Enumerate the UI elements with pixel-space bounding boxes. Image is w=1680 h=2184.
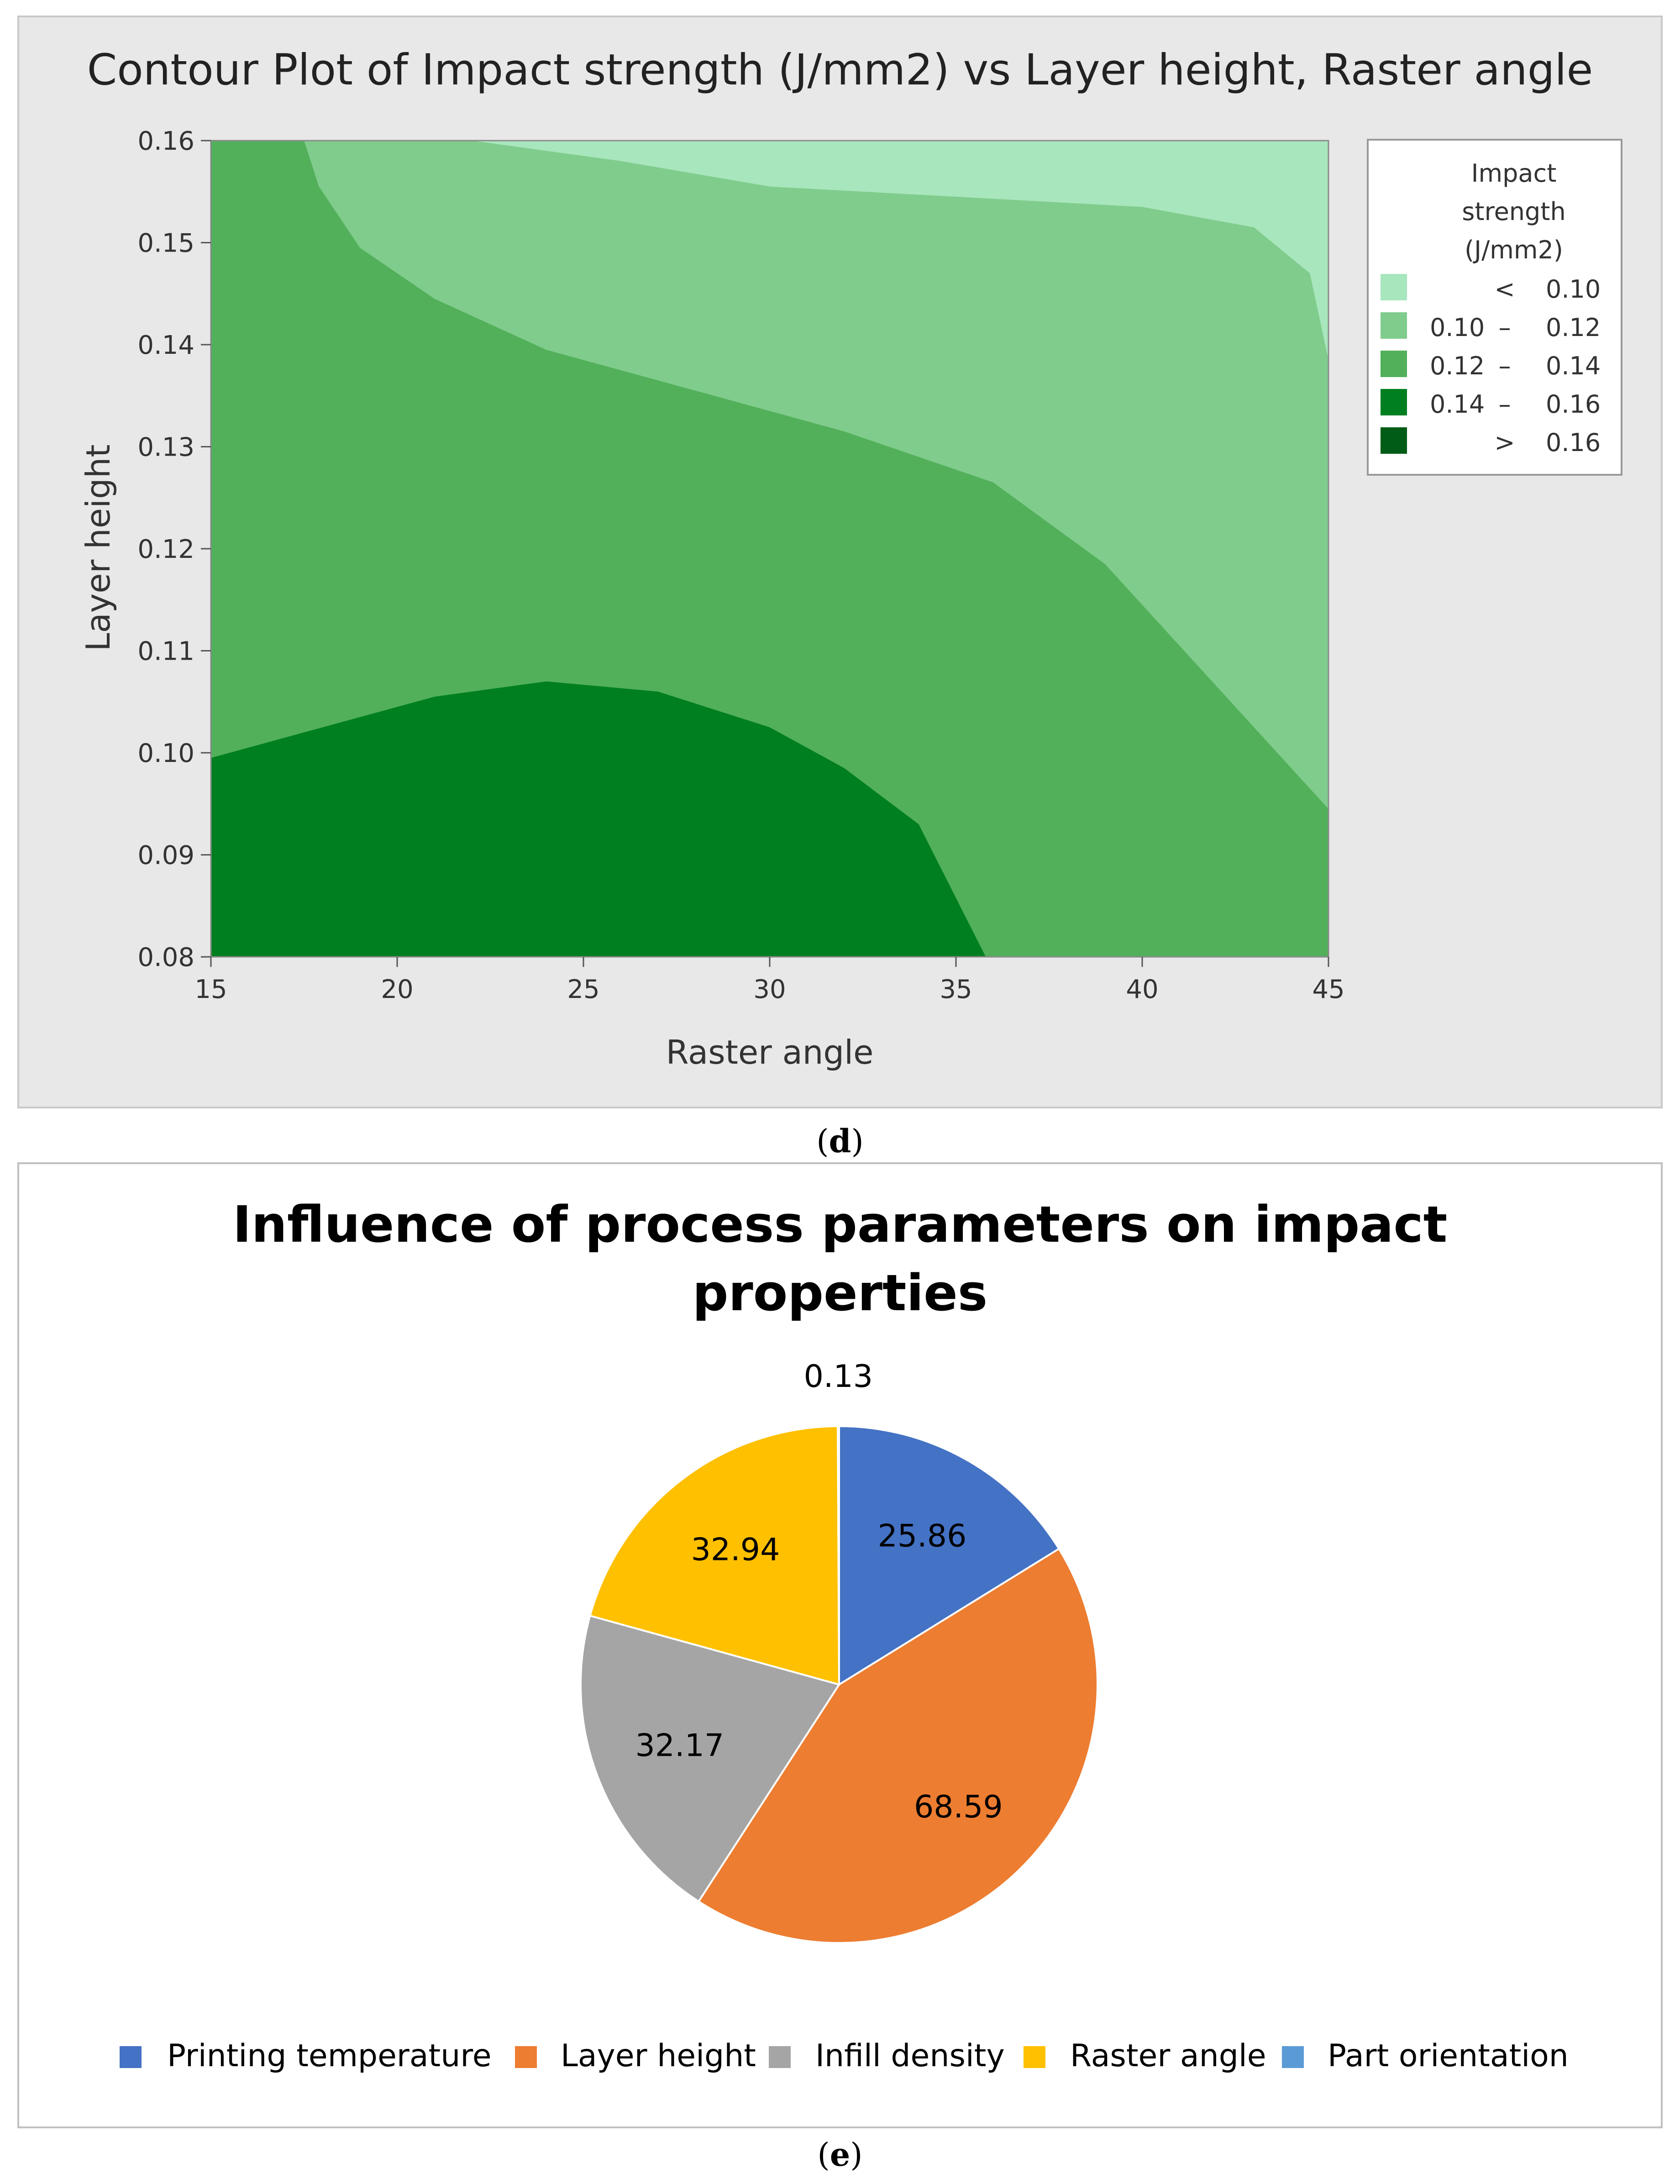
pie-title-line-1: Influence of process parameters on impac… bbox=[233, 1195, 1448, 1254]
pie-figure: Influence of process parameters on impac… bbox=[17, 1162, 1663, 2128]
legend-row-3-left: 0.12 bbox=[1430, 352, 1485, 380]
x-tick-label: 20 bbox=[381, 975, 413, 1004]
caption-d-close: ) bbox=[851, 1123, 864, 1160]
y-tick-label: 0.14 bbox=[137, 331, 194, 360]
caption-d-open: ( bbox=[816, 1123, 829, 1160]
y-tick-label: 0.08 bbox=[137, 943, 194, 972]
contour-x-axis-label: Raster angle bbox=[666, 1033, 874, 1071]
legend-row-2-left: 0.10 bbox=[1430, 313, 1485, 342]
pie-label-raster-angle: 32.94 bbox=[691, 1532, 780, 1568]
legend-label-part-orientation: Part orientation bbox=[1328, 2038, 1569, 2074]
caption-e-open: ( bbox=[817, 2136, 830, 2174]
pie-slice-raster-angle bbox=[588, 1425, 840, 1686]
legend-row-4-sep: – bbox=[1499, 390, 1511, 419]
caption-e-close: ) bbox=[850, 2136, 863, 2174]
contour-legend: Impact strength (J/mm2) < 0.10 0.10 – 0.… bbox=[1367, 139, 1622, 476]
x-tick-label: 45 bbox=[1312, 975, 1344, 1004]
caption-d-letter: d bbox=[829, 1122, 851, 1160]
legend-title-line-3: (J/mm2) bbox=[1465, 236, 1563, 264]
legend-swatch-3 bbox=[1381, 351, 1407, 377]
caption-d-line: (d) bbox=[0, 1123, 1680, 1160]
pie-legend: Printing temperature Layer height Infill… bbox=[120, 2038, 1569, 2074]
legend-swatch-5 bbox=[1381, 427, 1407, 454]
pie-label-printing-temperature: 25.86 bbox=[878, 1518, 967, 1554]
x-tick-label: 15 bbox=[194, 975, 227, 1004]
contour-plot-area bbox=[211, 141, 1328, 957]
contour-title: Contour Plot of Impact strength (J/mm2) … bbox=[87, 45, 1593, 95]
x-tick-label: 40 bbox=[1126, 975, 1158, 1004]
legend-swatch-4 bbox=[1381, 389, 1407, 415]
legend-title-line-2: strength bbox=[1462, 197, 1565, 226]
legend-label-infill-density: Infill density bbox=[815, 2038, 1005, 2074]
y-tick-label: 0.11 bbox=[137, 637, 194, 667]
legend-swatch-infill-density bbox=[769, 2046, 791, 2068]
y-tick-label: 0.16 bbox=[137, 126, 194, 156]
contour-region-0.14-0.16 bbox=[211, 681, 986, 957]
y-tick-label: 0.15 bbox=[137, 229, 194, 258]
pie-labels: 25.86 68.59 32.17 32.94 0.13 bbox=[635, 1359, 1003, 1825]
x-tick-label: 35 bbox=[940, 975, 972, 1004]
contour-y-axis-label: Layer height bbox=[79, 444, 117, 651]
pie-slice-printing-temperature bbox=[838, 1425, 1060, 1686]
contour-axes: 15 20 25 30 35 40 45 0.08 0.09 0.10 0.11 0.12 0.13 0.… bbox=[137, 126, 1344, 1004]
legend-swatch-2 bbox=[1381, 312, 1407, 339]
pie-slice-infill-density bbox=[580, 1614, 841, 1903]
pie-slices bbox=[580, 1425, 1098, 1944]
legend-row-4-left: 0.14 bbox=[1430, 390, 1485, 419]
legend-title-line-1: Impact bbox=[1471, 159, 1557, 188]
pie-slice-layer-height bbox=[697, 1547, 1098, 1944]
legend-swatch-1 bbox=[1381, 274, 1407, 300]
legend-label-printing-temperature: Printing temperature bbox=[167, 2038, 492, 2074]
legend-swatch-part-orientation bbox=[1282, 2046, 1304, 2068]
legend-row-5-right: 0.16 bbox=[1546, 428, 1601, 457]
y-tick-label: 0.12 bbox=[137, 535, 194, 564]
pie-label-infill-density: 32.17 bbox=[635, 1728, 724, 1764]
legend-swatch-printing-temperature bbox=[120, 2046, 142, 2068]
legend-row-2-right: 0.12 bbox=[1546, 313, 1601, 342]
legend-row-4-right: 0.16 bbox=[1546, 390, 1601, 419]
y-tick-label: 0.13 bbox=[137, 433, 194, 462]
legend-swatch-layer-height bbox=[515, 2046, 537, 2068]
contour-legend-box bbox=[1367, 139, 1622, 476]
contour-figure: Contour Plot of Impact strength (J/mm2) … bbox=[17, 16, 1663, 1108]
legend-row-2-sep: – bbox=[1499, 313, 1511, 342]
x-tick-label: 25 bbox=[567, 975, 599, 1004]
pie-title-line-2: properties bbox=[693, 1264, 988, 1322]
caption-e-line: (e) bbox=[0, 2136, 1680, 2174]
legend-swatch-raster-angle bbox=[1024, 2046, 1045, 2068]
legend-row-1-right: 0.10 bbox=[1546, 275, 1601, 304]
pie-label-part-orientation: 0.13 bbox=[804, 1359, 873, 1395]
legend-row-3-right: 0.14 bbox=[1546, 352, 1601, 380]
pie-label-layer-height: 68.59 bbox=[914, 1789, 1003, 1825]
legend-label-layer-height: Layer height bbox=[561, 2038, 756, 2074]
legend-label-raster-angle: Raster angle bbox=[1070, 2038, 1266, 2074]
y-tick-label: 0.10 bbox=[137, 739, 194, 768]
legend-row-5-sep: > bbox=[1494, 428, 1515, 457]
legend-row-1-sep: < bbox=[1494, 275, 1515, 304]
y-tick-label: 0.09 bbox=[137, 841, 194, 871]
pie-slice-part-orientation bbox=[837, 1425, 840, 1685]
caption-e-letter: e bbox=[830, 2136, 850, 2174]
x-tick-label: 30 bbox=[753, 975, 786, 1004]
legend-row-3-sep: – bbox=[1499, 352, 1511, 380]
